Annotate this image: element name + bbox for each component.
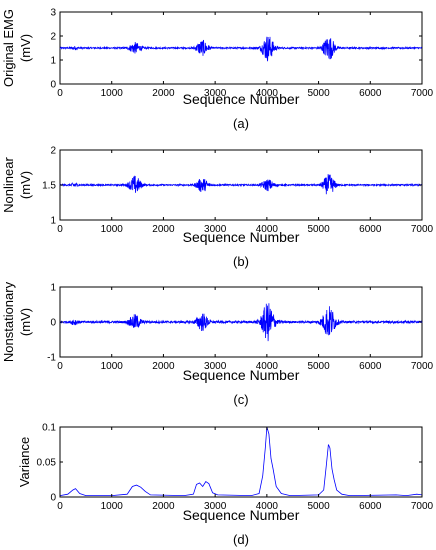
series-line xyxy=(59,36,422,62)
x-tick-label: 4000 xyxy=(256,361,279,372)
x-tick-label: 6000 xyxy=(359,88,382,99)
y-tick-label: -1 xyxy=(47,353,56,364)
y-tick-label: 1 xyxy=(50,216,56,227)
y-axis-label: Nonstationary xyxy=(1,281,16,362)
x-tick-label: 2000 xyxy=(152,224,175,235)
y-tick-label: 0.1 xyxy=(42,423,56,434)
x-tick-label: 4000 xyxy=(256,88,279,99)
x-tick-label: 7000 xyxy=(411,501,434,512)
plot-frame xyxy=(59,426,423,498)
x-tick-label: 0 xyxy=(57,88,63,99)
panel-label: (c) xyxy=(233,392,248,407)
chart-panel-3: 0 1000 2000 3000 4000 5000 6000 7000-101Sequenc… xyxy=(1,281,434,407)
series-line xyxy=(59,426,423,497)
x-tick-label: 1000 xyxy=(101,501,124,512)
series-line xyxy=(59,303,423,342)
x-tick-label: 7000 xyxy=(411,224,434,235)
y-tick-label: 1 xyxy=(50,283,56,294)
y-tick-label: 1.5 xyxy=(42,181,56,192)
x-tick-label: 5000 xyxy=(307,501,330,512)
x-tick-label: 3000 xyxy=(204,361,227,372)
x-tick-label: 5000 xyxy=(307,224,330,235)
x-tick-label: 6000 xyxy=(359,501,382,512)
x-tick-label: 2000 xyxy=(152,361,175,372)
x-tick-label: 4000 xyxy=(256,501,279,512)
y-axis-label: Variance xyxy=(17,437,32,487)
x-tick-label: 1000 xyxy=(101,88,124,99)
y-axis-label: (mV) xyxy=(18,34,33,62)
y-axis-label: (mV) xyxy=(18,308,33,336)
x-tick-label: 6000 xyxy=(359,361,382,372)
x-tick-label: 0 xyxy=(57,501,63,512)
x-tick-label: 3000 xyxy=(204,88,227,99)
x-tick-label: 6000 xyxy=(359,224,382,235)
x-tick-label: 1000 xyxy=(101,224,124,235)
x-tick-label: 1000 xyxy=(101,361,124,372)
y-tick-label: 0.05 xyxy=(37,458,57,469)
x-tick-label: 2000 xyxy=(152,88,175,99)
series-line xyxy=(59,174,423,195)
panel-label: (b) xyxy=(233,254,249,269)
x-tick-label: 7000 xyxy=(411,88,434,99)
panel-label: (d) xyxy=(233,532,249,547)
y-tick-label: 0 xyxy=(50,80,56,91)
x-tick-label: 4000 xyxy=(256,224,279,235)
x-tick-label: 0 xyxy=(57,361,63,372)
x-tick-label: 7000 xyxy=(411,361,434,372)
x-axis-label: Sequence Number xyxy=(183,229,300,245)
y-tick-label: 0 xyxy=(50,493,56,504)
y-tick-label: 1 xyxy=(50,56,56,67)
y-axis-label: Nonlinear xyxy=(1,157,16,213)
y-tick-label: 3 xyxy=(50,8,56,19)
panel-label: (a) xyxy=(233,116,249,131)
chart-panel-2: 0 1000 2000 3000 4000 5000 6000 7000 1 1.5 2 Sequen… xyxy=(1,146,434,270)
x-tick-label: 5000 xyxy=(307,361,330,372)
chart-panel-1: 0 1000 2000 3000 4000 5000 6000 7000 0 1 2 3 Sequenc… xyxy=(1,8,434,132)
x-tick-label: 2000 xyxy=(152,501,175,512)
chart-panel-4: 0 1000 2000 3000 4000 5000 6000 7000 0 0.05 0.1 Seq… xyxy=(17,423,434,548)
y-tick-label: 2 xyxy=(50,146,56,157)
y-tick-label: 0 xyxy=(50,318,56,329)
x-tick-label: 3000 xyxy=(204,224,227,235)
x-axis-label: Sequence Number xyxy=(183,367,300,383)
x-tick-label: 0 xyxy=(57,224,63,235)
y-tick-label: 2 xyxy=(50,32,56,43)
x-axis-label: Sequence Number xyxy=(183,91,300,107)
x-tick-label: 5000 xyxy=(307,88,330,99)
x-tick-label: 3000 xyxy=(204,501,227,512)
x-axis-label: Sequence Number xyxy=(183,507,300,523)
y-axis-label: Original EMG xyxy=(1,9,16,87)
y-axis-label: (mV) xyxy=(18,171,33,199)
